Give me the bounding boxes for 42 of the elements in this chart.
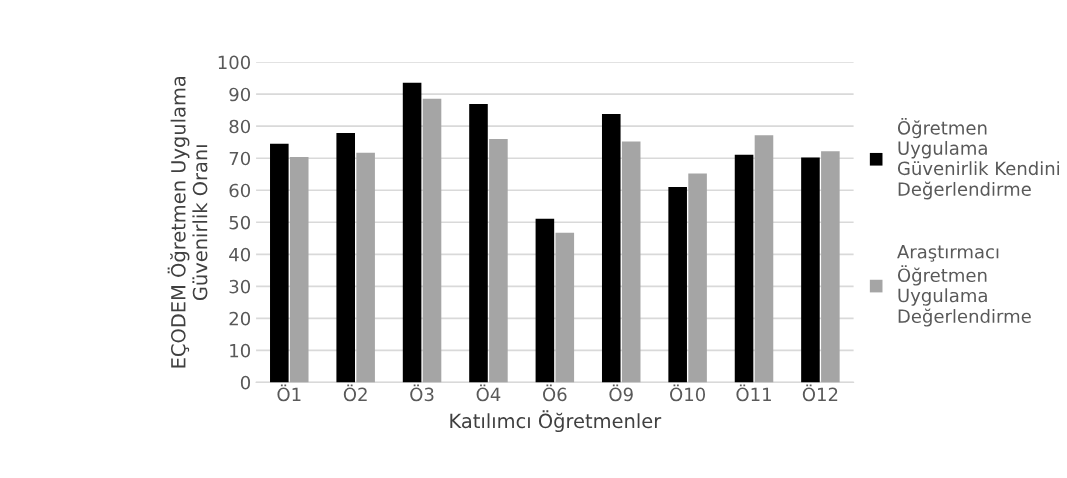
- bar: [801, 157, 820, 383]
- bar: [402, 82, 422, 383]
- bar: [688, 173, 707, 383]
- x-tick-label: Ö9: [609, 384, 633, 402]
- y-axis-title: EÇODEM Öğretmen Uygulama Güvenirlik Oranı: [167, 76, 208, 368]
- bar: [270, 143, 289, 383]
- bar: [555, 232, 575, 383]
- bar: [489, 139, 508, 383]
- bar: [601, 114, 621, 383]
- bar: [754, 135, 774, 383]
- bar: [356, 152, 375, 383]
- y-tick-label: 50: [229, 215, 251, 230]
- bar: [289, 156, 309, 383]
- x-tick-label: Ö3: [410, 384, 434, 402]
- y-tick-label: 80: [229, 119, 251, 134]
- bar: [621, 141, 641, 383]
- legend-label: Araştırmacı Öğretmen Uygulama Değerlendirme: [897, 245, 1031, 327]
- bar: [734, 154, 754, 383]
- bar: [336, 132, 355, 383]
- x-tick-label: Ö10: [670, 384, 706, 402]
- x-tick-label: Ö11: [736, 384, 771, 402]
- x-tick-label: Ö1: [277, 384, 301, 402]
- y-tick-label: 30: [229, 279, 251, 294]
- y-tick-label: 90: [229, 87, 251, 102]
- y-tick-label: 0: [240, 375, 251, 390]
- x-tick-label: Ö6: [543, 384, 567, 402]
- y-tick-label: 10: [230, 343, 251, 358]
- bar: [821, 151, 840, 383]
- y-tick-label: 70: [229, 151, 251, 166]
- bar: [469, 104, 488, 383]
- bar: [422, 98, 442, 383]
- bar: [535, 218, 555, 383]
- x-tick-label: Ö2: [343, 384, 367, 402]
- y-tick-label: 20: [229, 311, 251, 326]
- x-axis-title: Katılımcı Öğretmenler: [450, 410, 662, 433]
- x-tick-label: Ö4: [476, 384, 501, 402]
- y-tick-label: 60: [229, 183, 251, 198]
- x-tick-label: Ö12: [802, 384, 838, 402]
- y-tick-label: 100: [218, 55, 251, 70]
- y-tick-label: 40: [229, 247, 251, 262]
- legend-label: Öğretmen Uygulama Güvenirlik Kendini Değerlendirme: [897, 118, 1060, 200]
- bar: [668, 187, 687, 383]
